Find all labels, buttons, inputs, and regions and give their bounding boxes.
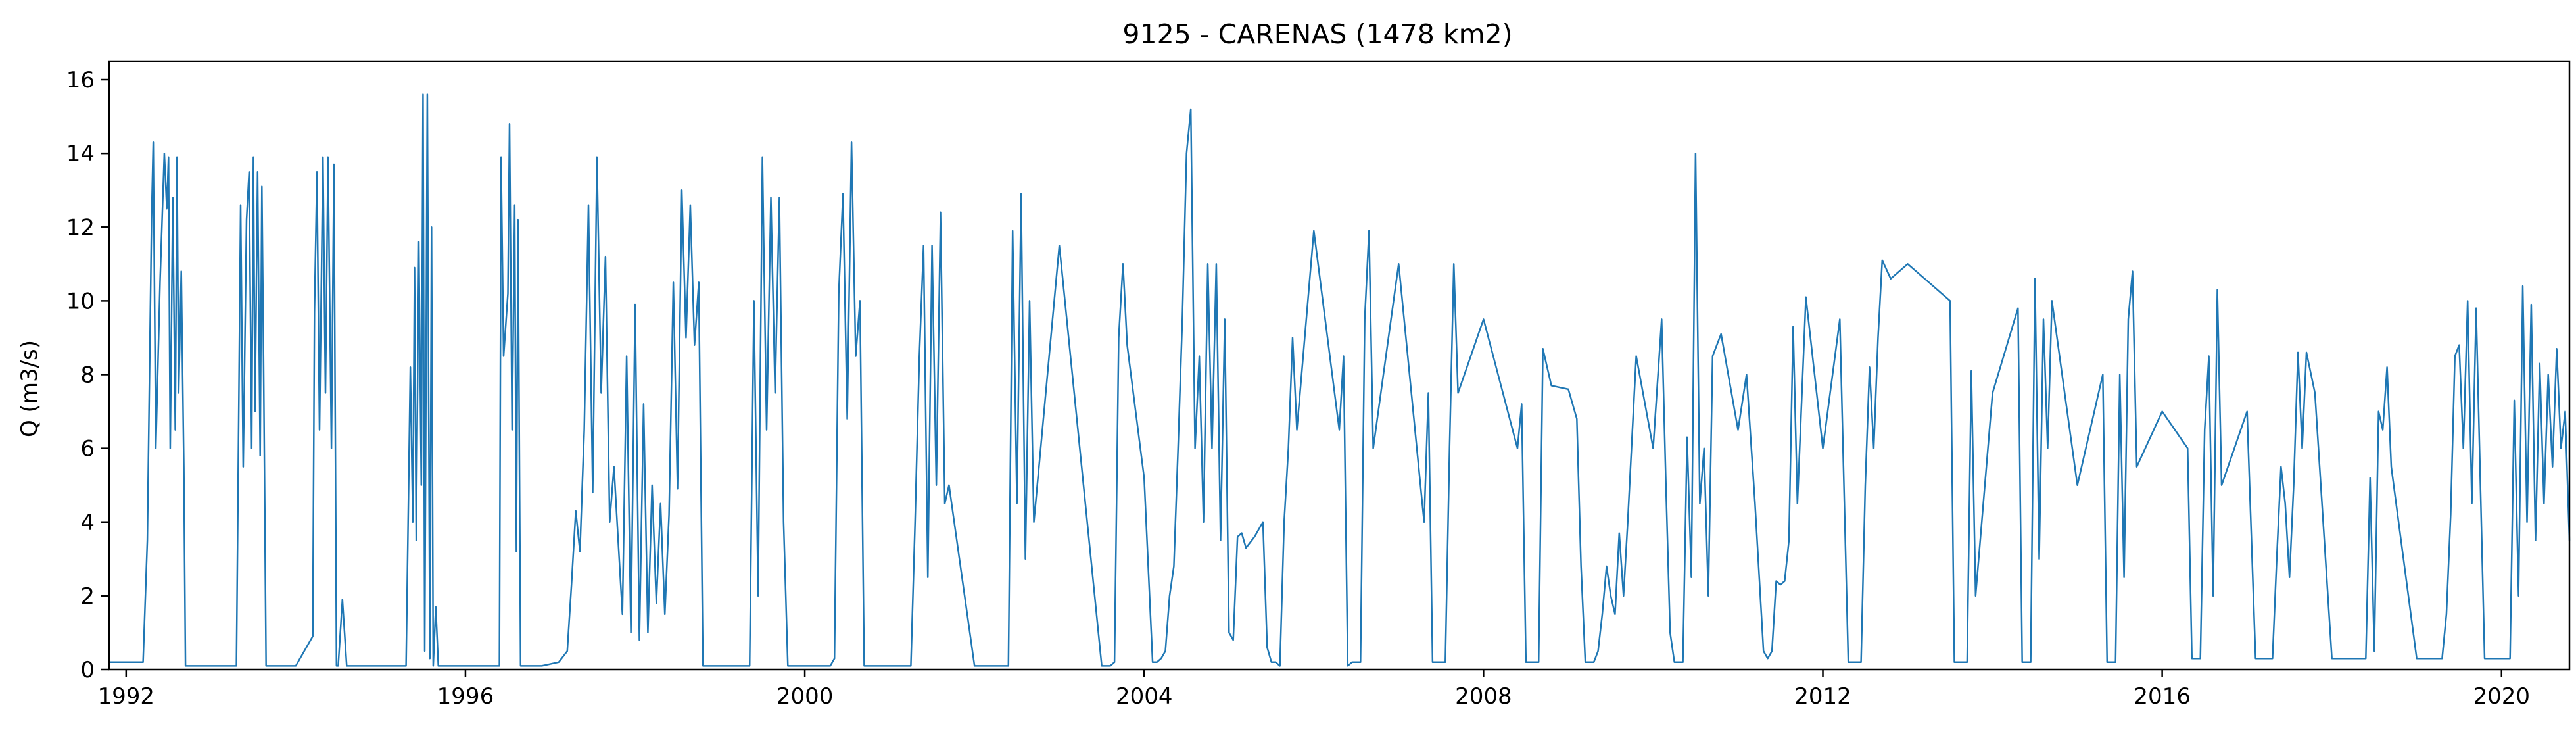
y-tick-label: 0 — [80, 657, 95, 683]
y-tick-label: 10 — [66, 288, 95, 314]
x-tick-label: 1992 — [98, 683, 155, 710]
y-tick-label: 16 — [66, 67, 95, 93]
y-tick-label: 2 — [80, 583, 95, 610]
x-tick-label: 2004 — [1116, 683, 1173, 710]
y-axis-label: Q (m3/s) — [16, 340, 43, 437]
y-tick-label: 12 — [66, 214, 95, 241]
x-tick-label: 2000 — [776, 683, 834, 710]
y-tick-label: 6 — [80, 436, 95, 462]
x-tick-label: 2008 — [1455, 683, 1512, 710]
series-line-0 — [109, 93, 2571, 667]
x-tick-label: 2012 — [1794, 683, 1851, 710]
axes-frame — [108, 60, 2571, 671]
y-tick-label: 14 — [66, 141, 95, 167]
x-tick-label: 2020 — [2473, 683, 2531, 710]
x-tick-label: 2016 — [2134, 683, 2191, 710]
y-tick-label: 4 — [80, 510, 95, 536]
chart-title: 9125 - CARENAS (1478 km2) — [1122, 18, 1512, 50]
y-tick-label: 8 — [80, 362, 95, 389]
series-group — [109, 93, 2571, 667]
plot-area — [108, 60, 2571, 671]
x-tick-label: 1996 — [437, 683, 494, 710]
y-axis: 0 2 4 6 8 10 12 14 16 — [66, 67, 109, 683]
x-axis: 1992 1996 2000 2004 2008 2012 2016 2020 — [98, 670, 2530, 710]
